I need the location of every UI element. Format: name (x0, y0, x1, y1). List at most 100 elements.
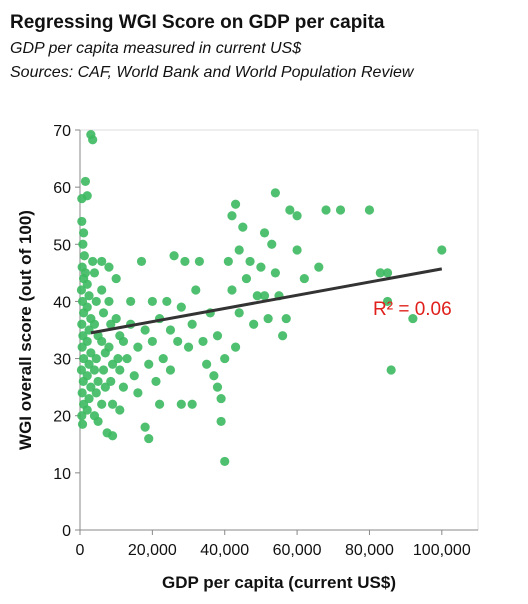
point (249, 319, 259, 329)
x-tick-label: 40,000 (200, 542, 249, 559)
point (93, 376, 103, 387)
point (227, 211, 237, 221)
point (180, 256, 190, 267)
subtitle: GDP per capita measured in current US$ (10, 40, 302, 57)
point (165, 325, 176, 335)
y-tick-label: 70 (53, 123, 71, 140)
trend-line (90, 267, 443, 335)
point (80, 176, 91, 187)
point (245, 256, 255, 267)
point (292, 211, 302, 221)
point (80, 268, 91, 278)
point (107, 359, 118, 369)
point (115, 405, 125, 415)
point (216, 393, 226, 404)
point (194, 256, 204, 267)
x-tick-label: 20,000 (128, 542, 177, 559)
point (162, 296, 172, 307)
point (133, 388, 143, 398)
y-tick-label: 40 (53, 294, 71, 311)
point (100, 382, 110, 392)
point (209, 371, 219, 381)
point (82, 302, 92, 312)
point (107, 431, 118, 441)
point (113, 353, 123, 364)
point (89, 268, 100, 278)
point (98, 308, 109, 318)
point (364, 205, 375, 215)
point (212, 331, 223, 341)
point (77, 388, 87, 398)
point (91, 296, 101, 307)
point (230, 342, 241, 352)
point (86, 382, 96, 392)
point (270, 188, 280, 198)
point (252, 291, 262, 301)
point (86, 348, 96, 358)
point (263, 313, 273, 324)
point (84, 359, 94, 369)
point (335, 205, 346, 215)
point (299, 273, 309, 284)
point (270, 268, 280, 278)
point (198, 336, 208, 347)
point (238, 222, 248, 232)
point (111, 313, 121, 324)
point (84, 291, 94, 301)
point (259, 291, 270, 301)
point (267, 239, 277, 249)
point (140, 422, 150, 432)
point (408, 313, 418, 324)
point (259, 228, 270, 238)
point (77, 319, 87, 329)
point (187, 399, 197, 409)
point (223, 256, 233, 267)
point (140, 325, 150, 335)
point (79, 251, 89, 261)
point (89, 365, 100, 375)
point (202, 359, 212, 369)
point (285, 205, 295, 215)
point (165, 365, 176, 375)
point (77, 419, 88, 429)
point (93, 416, 103, 427)
point (230, 199, 241, 209)
plot-frame (79, 129, 479, 531)
point (151, 376, 161, 387)
point (82, 405, 92, 415)
y-axis-title: WGI overall score (out of 100) (16, 210, 35, 450)
point (97, 285, 107, 295)
x-tick-label: 100,000 (413, 542, 471, 559)
chart-title: Regressing WGI Score on GDP per capita (10, 12, 385, 33)
point (176, 302, 186, 312)
point (88, 135, 98, 145)
subtitle: Sources: CAF, World Bank and World Popul… (10, 64, 415, 81)
point (118, 336, 129, 347)
point (82, 336, 92, 347)
point (234, 245, 244, 255)
point (382, 296, 393, 307)
point (321, 205, 331, 215)
point (84, 393, 94, 404)
point (79, 228, 89, 238)
point (126, 296, 136, 307)
point (375, 268, 385, 278)
point (115, 365, 125, 375)
point (91, 388, 101, 398)
point (79, 353, 89, 364)
y-tick-label: 30 (53, 352, 71, 369)
y-tick-label: 20 (53, 409, 71, 426)
point (382, 268, 393, 278)
point (98, 365, 109, 375)
point (106, 376, 116, 387)
x-tick-label: 80,000 (345, 542, 394, 559)
point (77, 411, 87, 421)
point (88, 256, 98, 267)
point (144, 433, 154, 444)
point (212, 382, 223, 392)
point (78, 239, 88, 249)
point (191, 285, 201, 295)
point (278, 331, 288, 341)
point (386, 365, 396, 375)
